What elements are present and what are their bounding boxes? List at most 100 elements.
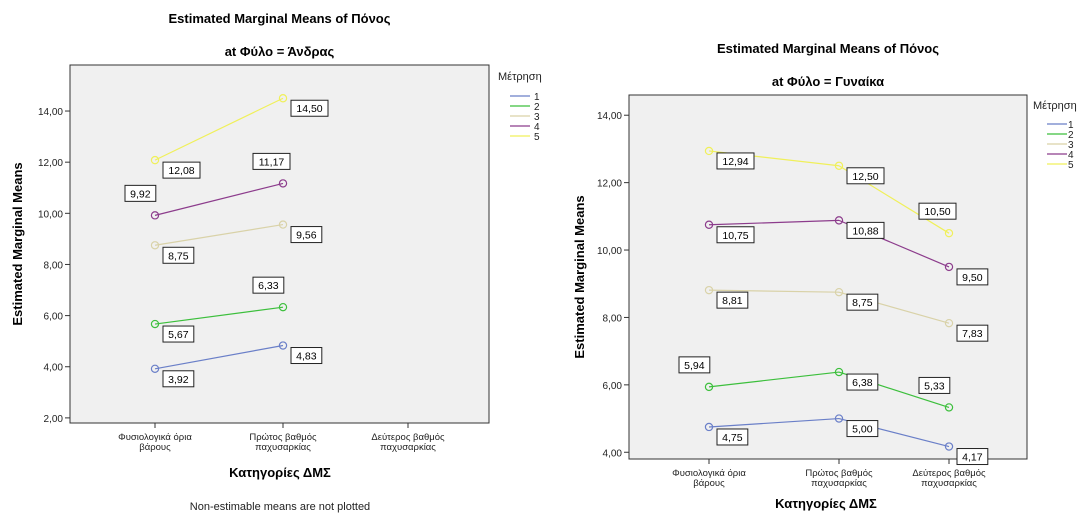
data-point: [944, 228, 954, 238]
data-label-box: [716, 428, 749, 446]
legend-title: Μέτρηση: [498, 71, 542, 83]
series-4: [150, 179, 288, 220]
chart-subtitle: at Φύλο = Άνδρας: [225, 44, 335, 59]
legend-label: 4: [534, 122, 540, 133]
series-line-segment: [154, 97, 284, 161]
series-line-segment: [154, 306, 284, 325]
data-label-box: [716, 152, 755, 170]
data-point: [704, 146, 714, 156]
data-label-box: [716, 291, 749, 309]
chart-title: Estimated Marginal Means of Πόνος: [168, 11, 390, 26]
x-tick-label: Δεύτερος βαθμός: [912, 468, 986, 479]
y-tick-label: 8,00: [603, 313, 623, 324]
y-tick-label: 2,00: [44, 414, 64, 425]
data-label-box: [956, 268, 989, 286]
data-point: [278, 94, 288, 103]
data-label-box: [846, 420, 879, 438]
data-label-box: [956, 448, 989, 466]
data-label: 5,67: [168, 329, 189, 341]
data-label-box: [846, 293, 879, 311]
y-tick-label: 14,00: [38, 107, 63, 118]
x-tick-label: βάρους: [693, 478, 725, 489]
legend-label: 5: [1068, 160, 1074, 171]
data-point: [150, 319, 160, 329]
data-point: [834, 367, 844, 377]
data-label: 6,38: [852, 377, 873, 389]
data-label: 5,00: [852, 424, 873, 436]
chart-title: Estimated Marginal Means of Πόνος: [717, 41, 939, 56]
data-label: 14,50: [296, 103, 322, 115]
chart-male: Estimated Marginal Means of Πόνος at Φύλο…: [10, 11, 542, 513]
y-axis-label: Estimated Marginal Means: [572, 195, 587, 358]
data-label-box: [290, 99, 329, 117]
data-label-box: [846, 373, 879, 391]
data-label: 4,75: [722, 432, 743, 444]
footnote: Non-estimable means are not plotted: [190, 501, 370, 513]
data-label: 8,75: [852, 297, 873, 309]
y-tick-label: 6,00: [603, 381, 623, 392]
y-tick-label: 4,00: [44, 363, 64, 374]
data-point: [704, 382, 714, 392]
legend-label: 4: [1068, 150, 1074, 161]
data-label-box: [162, 370, 195, 388]
y-tick-label: 8,00: [44, 260, 64, 271]
data-label-box: [290, 347, 323, 365]
series-line-segment: [708, 371, 840, 388]
chart-subtitle: at Φύλο = Γυναίκα: [772, 74, 884, 89]
legend-label: 1: [534, 92, 540, 103]
data-label-box: [956, 324, 989, 342]
data-point: [944, 442, 954, 451]
data-label-box: [162, 325, 195, 343]
data-point: [834, 216, 844, 225]
x-tick-label: Φυσιολογικά όρια: [118, 432, 192, 443]
data-label: 10,88: [852, 225, 878, 237]
legend-label: 3: [1068, 140, 1074, 151]
x-tick-label: Δεύτερος βαθμός: [371, 432, 445, 443]
data-label: 7,83: [962, 328, 983, 340]
data-label: 8,81: [722, 295, 743, 307]
series-line-segment: [154, 344, 284, 370]
data-label: 4,83: [296, 351, 317, 363]
data-label-box: [716, 226, 755, 244]
y-tick-label: 10,00: [597, 246, 622, 257]
data-label: 10,75: [722, 230, 748, 242]
data-point: [150, 241, 160, 250]
data-label-box: [162, 246, 195, 264]
x-tick-label: Πρώτος βαθμός: [805, 468, 873, 479]
x-tick-label: Φυσιολογικά όρια: [672, 468, 746, 479]
data-point: [150, 155, 160, 165]
data-label-box: [918, 376, 951, 394]
y-tick-label: 14,00: [597, 111, 622, 122]
legend-label: 5: [534, 132, 540, 143]
data-point: [944, 403, 954, 412]
data-label: 5,33: [924, 380, 945, 392]
data-label: 12,08: [168, 165, 194, 177]
data-label-box: [252, 276, 285, 294]
data-point: [278, 341, 288, 350]
data-label: 8,75: [168, 250, 189, 262]
series-3: [704, 285, 954, 328]
series-line-segment: [708, 417, 840, 428]
series-line-segment: [154, 182, 284, 216]
data-label: 4,17: [962, 452, 983, 464]
data-label: 5,94: [684, 360, 705, 372]
data-point: [944, 262, 954, 272]
data-point: [150, 364, 160, 373]
data-point: [150, 211, 160, 220]
chart-female: Estimated Marginal Means of Πόνος at Φύλο…: [572, 41, 1077, 511]
data-point: [834, 287, 844, 297]
series-5: [150, 94, 288, 165]
data-label-box: [162, 161, 201, 179]
data-label: 12,50: [852, 171, 878, 183]
x-tick-label: παχυσαρκίας: [921, 478, 977, 489]
plot-area: [69, 64, 490, 424]
data-label-box: [678, 356, 711, 374]
y-tick-label: 6,00: [44, 312, 64, 323]
data-label: 6,33: [258, 280, 279, 292]
data-label: 10,50: [924, 206, 950, 218]
data-label-box: [124, 184, 157, 202]
series-line-segment: [708, 289, 840, 293]
data-label-box: [290, 226, 323, 244]
legend-label: 2: [1068, 130, 1074, 141]
data-point: [834, 161, 844, 170]
